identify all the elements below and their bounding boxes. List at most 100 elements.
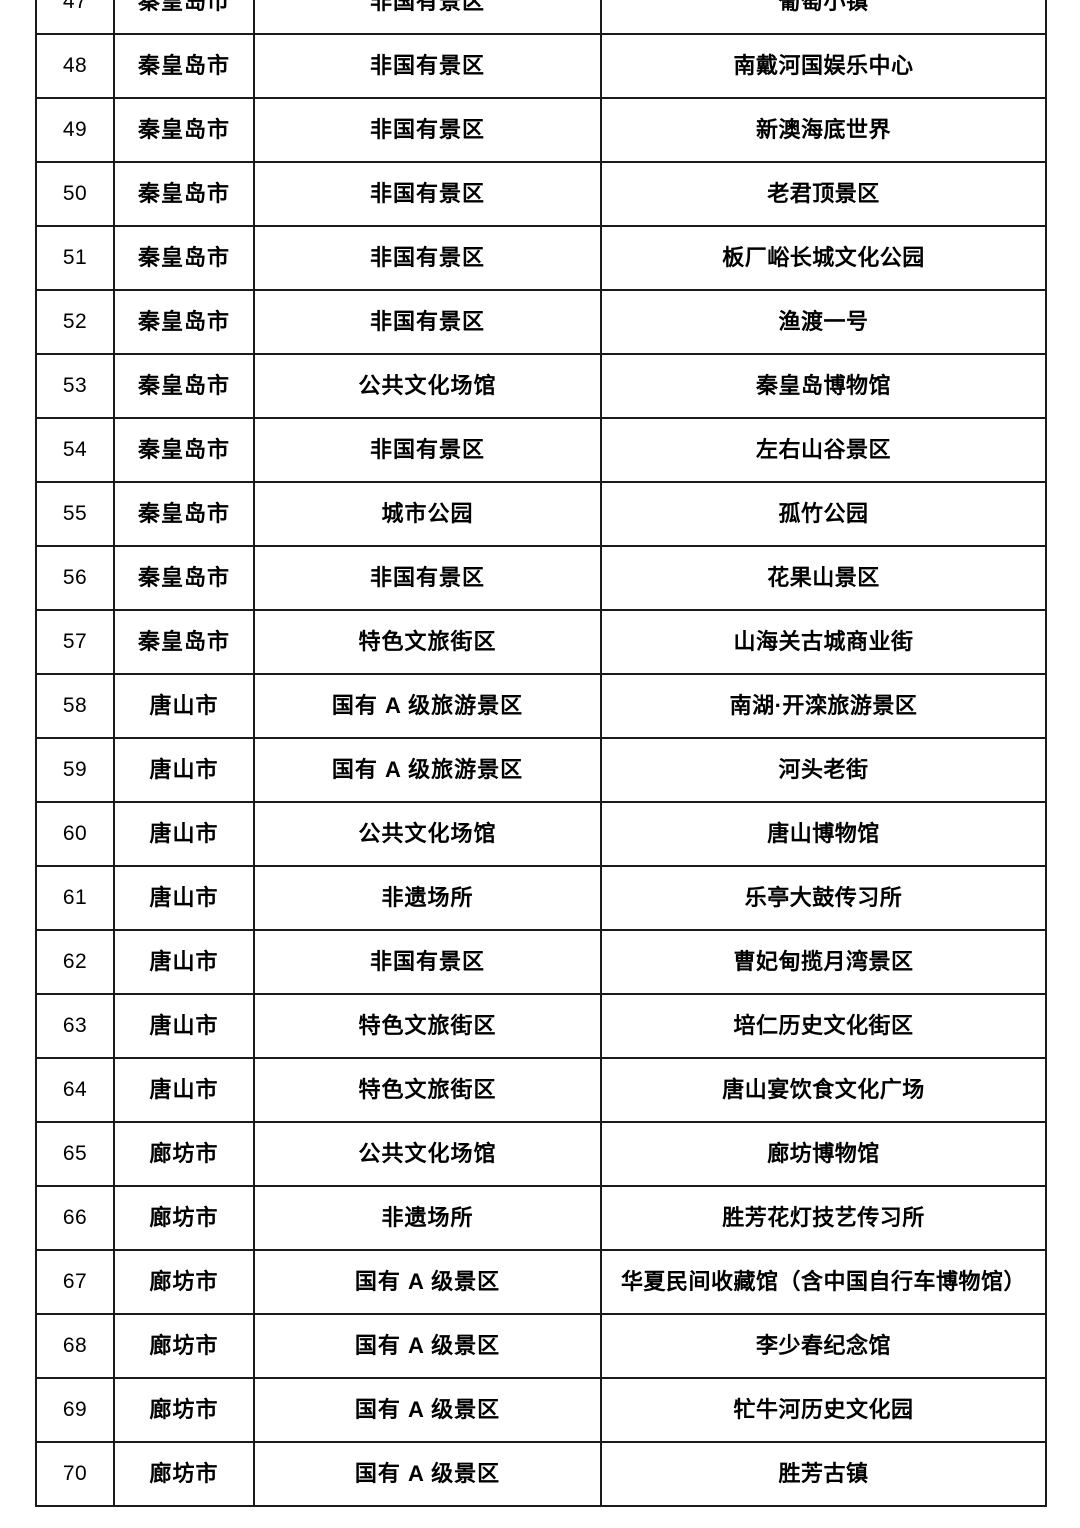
table-row: 65 廊坊市 公共文化场馆 廊坊博物馆 xyxy=(35,1121,1047,1187)
cell-city: 廊坊市 xyxy=(113,1249,255,1315)
cell-name: 板厂峪长城文化公园 xyxy=(600,225,1047,291)
cell-type: 特色文旅街区 xyxy=(253,609,602,675)
table-row: 47 秦皇岛市 非国有景区 葡萄小镇 xyxy=(35,0,1047,35)
cell-city: 唐山市 xyxy=(113,801,255,867)
cell-city: 秦皇岛市 xyxy=(113,545,255,611)
cell-index: 47 xyxy=(35,0,115,35)
cell-type: 非国有景区 xyxy=(253,225,602,291)
cell-name: 河头老街 xyxy=(600,737,1047,803)
cell-city: 廊坊市 xyxy=(113,1441,255,1507)
cell-type: 公共文化场馆 xyxy=(253,353,602,419)
cell-city: 秦皇岛市 xyxy=(113,353,255,419)
cell-name: 廊坊博物馆 xyxy=(600,1121,1047,1187)
cell-city: 秦皇岛市 xyxy=(113,0,255,35)
cell-index: 70 xyxy=(35,1441,115,1507)
cell-name: 唐山博物馆 xyxy=(600,801,1047,867)
cell-city: 秦皇岛市 xyxy=(113,225,255,291)
cell-name: 葡萄小镇 xyxy=(600,0,1047,35)
table-row: 58 唐山市 国有 A 级旅游景区 南湖·开滦旅游景区 xyxy=(35,673,1047,739)
cell-name: 新澳海底世界 xyxy=(600,97,1047,163)
table-container: 47 秦皇岛市 非国有景区 葡萄小镇 48 秦皇岛市 非国有景区 南戴河国娱乐中心 49 秦皇岛市… xyxy=(35,0,1047,1507)
cell-city: 秦皇岛市 xyxy=(113,417,255,483)
cell-city: 秦皇岛市 xyxy=(113,97,255,163)
cell-type: 公共文化场馆 xyxy=(253,801,602,867)
cell-index: 48 xyxy=(35,33,115,99)
table-row: 48 秦皇岛市 非国有景区 南戴河国娱乐中心 xyxy=(35,33,1047,99)
table-row: 66 廊坊市 非遗场所 胜芳花灯技艺传习所 xyxy=(35,1185,1047,1251)
cell-type: 国有 A 级景区 xyxy=(253,1441,602,1507)
table-row: 68 廊坊市 国有 A 级景区 李少春纪念馆 xyxy=(35,1313,1047,1379)
cell-name: 乐亭大鼓传习所 xyxy=(600,865,1047,931)
cell-name: 培仁历史文化街区 xyxy=(600,993,1047,1059)
cell-type: 公共文化场馆 xyxy=(253,1121,602,1187)
cell-type: 非国有景区 xyxy=(253,33,602,99)
table-row: 49 秦皇岛市 非国有景区 新澳海底世界 xyxy=(35,97,1047,163)
table-row: 57 秦皇岛市 特色文旅街区 山海关古城商业街 xyxy=(35,609,1047,675)
table-row: 60 唐山市 公共文化场馆 唐山博物馆 xyxy=(35,801,1047,867)
cell-name: 胜芳花灯技艺传习所 xyxy=(600,1185,1047,1251)
table-row: 55 秦皇岛市 城市公园 孤竹公园 xyxy=(35,481,1047,547)
cell-city: 廊坊市 xyxy=(113,1377,255,1443)
cell-name: 秦皇岛博物馆 xyxy=(600,353,1047,419)
cell-name: 牤牛河历史文化园 xyxy=(600,1377,1047,1443)
cell-index: 64 xyxy=(35,1057,115,1123)
cell-name: 渔渡一号 xyxy=(600,289,1047,355)
cell-type: 非国有景区 xyxy=(253,289,602,355)
table-row: 62 唐山市 非国有景区 曹妃甸揽月湾景区 xyxy=(35,929,1047,995)
cell-index: 57 xyxy=(35,609,115,675)
cell-city: 唐山市 xyxy=(113,865,255,931)
cell-type: 非国有景区 xyxy=(253,417,602,483)
cell-name: 左右山谷景区 xyxy=(600,417,1047,483)
cell-city: 廊坊市 xyxy=(113,1313,255,1379)
cell-index: 67 xyxy=(35,1249,115,1315)
cell-index: 51 xyxy=(35,225,115,291)
cell-type: 非国有景区 xyxy=(253,0,602,35)
cell-type: 非国有景区 xyxy=(253,161,602,227)
cell-city: 秦皇岛市 xyxy=(113,161,255,227)
cell-name: 老君顶景区 xyxy=(600,161,1047,227)
cell-index: 66 xyxy=(35,1185,115,1251)
table-row: 56 秦皇岛市 非国有景区 花果山景区 xyxy=(35,545,1047,611)
cell-name: 胜芳古镇 xyxy=(600,1441,1047,1507)
cell-type: 特色文旅街区 xyxy=(253,1057,602,1123)
cell-city: 廊坊市 xyxy=(113,1185,255,1251)
cell-name: 孤竹公园 xyxy=(600,481,1047,547)
table-row: 52 秦皇岛市 非国有景区 渔渡一号 xyxy=(35,289,1047,355)
cell-name: 李少春纪念馆 xyxy=(600,1313,1047,1379)
table-body: 47 秦皇岛市 非国有景区 葡萄小镇 48 秦皇岛市 非国有景区 南戴河国娱乐中心 49 秦皇岛市… xyxy=(35,0,1047,1507)
table-row: 54 秦皇岛市 非国有景区 左右山谷景区 xyxy=(35,417,1047,483)
cell-type: 国有 A 级景区 xyxy=(253,1249,602,1315)
table-row: 70 廊坊市 国有 A 级景区 胜芳古镇 xyxy=(35,1441,1047,1507)
cell-index: 59 xyxy=(35,737,115,803)
table-row: 59 唐山市 国有 A 级旅游景区 河头老街 xyxy=(35,737,1047,803)
cell-name: 花果山景区 xyxy=(600,545,1047,611)
cell-index: 49 xyxy=(35,97,115,163)
cell-type: 非国有景区 xyxy=(253,929,602,995)
cell-city: 唐山市 xyxy=(113,737,255,803)
cell-index: 69 xyxy=(35,1377,115,1443)
cell-city: 唐山市 xyxy=(113,1057,255,1123)
cell-index: 54 xyxy=(35,417,115,483)
cell-type: 城市公园 xyxy=(253,481,602,547)
cell-index: 52 xyxy=(35,289,115,355)
cell-city: 唐山市 xyxy=(113,993,255,1059)
cell-index: 65 xyxy=(35,1121,115,1187)
table-row: 51 秦皇岛市 非国有景区 板厂峪长城文化公园 xyxy=(35,225,1047,291)
cell-index: 60 xyxy=(35,801,115,867)
table-row: 50 秦皇岛市 非国有景区 老君顶景区 xyxy=(35,161,1047,227)
table-row: 67 廊坊市 国有 A 级景区 华夏民间收藏馆（含中国自行车博物馆） xyxy=(35,1249,1047,1315)
cell-name: 山海关古城商业街 xyxy=(600,609,1047,675)
cell-type: 非遗场所 xyxy=(253,1185,602,1251)
listing-table: 47 秦皇岛市 非国有景区 葡萄小镇 48 秦皇岛市 非国有景区 南戴河国娱乐中心 49 秦皇岛市… xyxy=(35,0,1047,1507)
cell-index: 63 xyxy=(35,993,115,1059)
cell-type: 国有 A 级景区 xyxy=(253,1377,602,1443)
cell-index: 55 xyxy=(35,481,115,547)
cell-type: 特色文旅街区 xyxy=(253,993,602,1059)
cell-type: 国有 A 级旅游景区 xyxy=(253,737,602,803)
cell-name: 曹妃甸揽月湾景区 xyxy=(600,929,1047,995)
cell-name: 华夏民间收藏馆（含中国自行车博物馆） xyxy=(600,1249,1047,1315)
table-row: 69 廊坊市 国有 A 级景区 牤牛河历史文化园 xyxy=(35,1377,1047,1443)
cell-index: 58 xyxy=(35,673,115,739)
cell-city: 秦皇岛市 xyxy=(113,609,255,675)
